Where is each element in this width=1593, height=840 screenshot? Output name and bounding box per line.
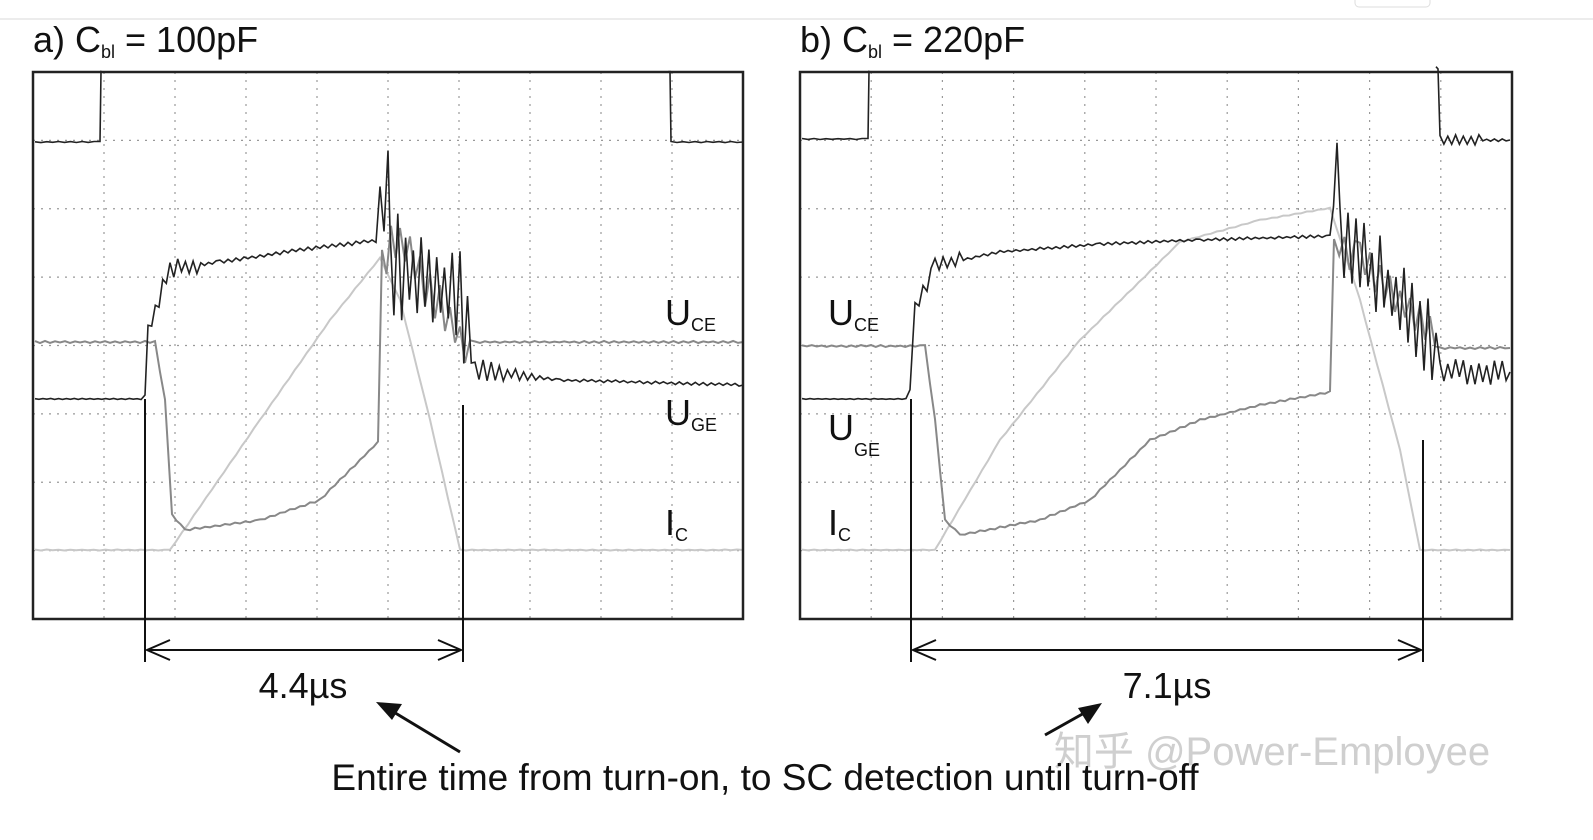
waveform [34, 70, 104, 144]
waveform [34, 225, 744, 532]
trace-label: UCE [665, 292, 716, 335]
waveform [1435, 66, 1511, 147]
waveform [667, 70, 744, 144]
caption: Entire time from turn-on, to SC detectio… [331, 757, 1199, 798]
waveforms [34, 66, 1511, 552]
panel-title: b) Cbl = 220pF [800, 19, 1025, 62]
scope-frame [31, 70, 745, 621]
waveform [34, 255, 744, 552]
waveform [801, 70, 872, 141]
pointer-arrow [376, 702, 461, 754]
trace-label: IC [828, 502, 851, 545]
waveform [801, 236, 1511, 536]
duration-label: 7.1µs [1123, 665, 1212, 706]
panel-title: a) Cbl = 100pF [33, 19, 258, 62]
waveform [801, 142, 1511, 401]
trace-label: IC [665, 502, 688, 545]
dimension-a [144, 399, 464, 662]
trace-label: UCE [828, 292, 879, 335]
trace-label: UGE [828, 407, 880, 460]
trace-label: UGE [665, 392, 717, 435]
duration-label: 4.4µs [259, 665, 348, 706]
dimension-b [910, 399, 1424, 662]
scope-grid [33, 72, 743, 619]
scope-frame [798, 70, 1514, 621]
top-button [1354, 0, 1431, 8]
waveform [34, 150, 744, 401]
watermark: 知乎 @Power-Employee [1054, 730, 1490, 774]
waveform [801, 206, 1511, 552]
pointer-arrow [1044, 703, 1102, 737]
